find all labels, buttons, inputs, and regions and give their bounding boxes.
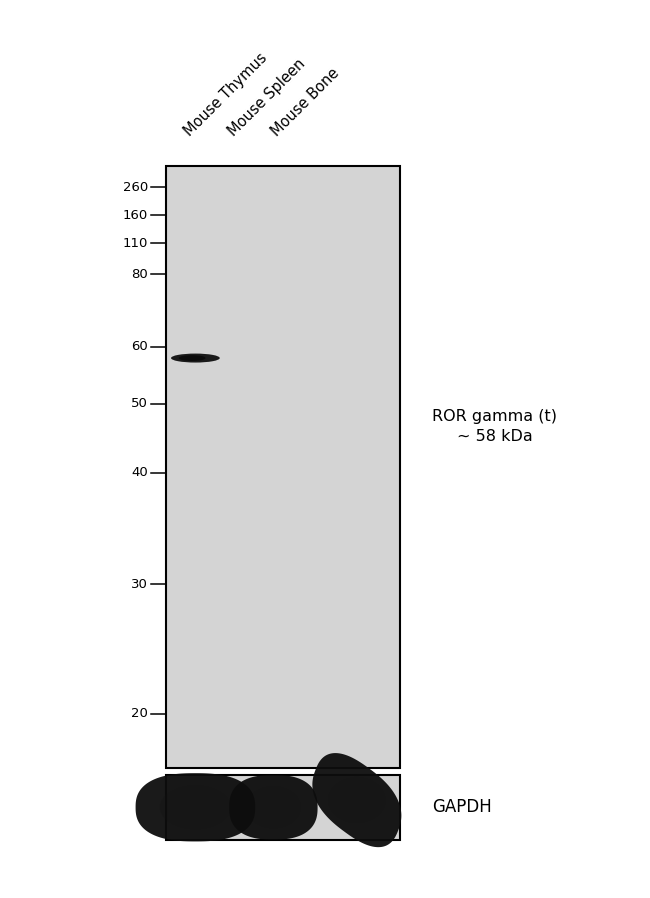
Text: 20: 20 xyxy=(131,707,148,720)
Text: 260: 260 xyxy=(123,180,148,194)
Polygon shape xyxy=(229,775,318,840)
Text: 50: 50 xyxy=(131,397,148,410)
Text: 80: 80 xyxy=(131,268,148,281)
Polygon shape xyxy=(313,753,401,847)
Text: Mouse Spleen: Mouse Spleen xyxy=(226,57,308,139)
Text: GAPDH: GAPDH xyxy=(432,798,492,816)
Text: Mouse Bone: Mouse Bone xyxy=(269,66,343,139)
Bar xyxy=(166,166,400,768)
Text: 60: 60 xyxy=(131,340,148,353)
Ellipse shape xyxy=(160,785,231,830)
Ellipse shape xyxy=(328,777,386,823)
Ellipse shape xyxy=(246,786,302,829)
Bar xyxy=(166,775,400,840)
Text: 30: 30 xyxy=(131,577,148,591)
Text: 110: 110 xyxy=(123,237,148,250)
Ellipse shape xyxy=(179,355,205,361)
Text: ROR gamma (t)
~ 58 kDa: ROR gamma (t) ~ 58 kDa xyxy=(432,409,557,444)
Ellipse shape xyxy=(171,354,220,363)
Polygon shape xyxy=(136,773,255,841)
Text: Mouse Thymus: Mouse Thymus xyxy=(181,50,270,139)
Text: 40: 40 xyxy=(131,466,148,480)
Text: 160: 160 xyxy=(123,209,148,222)
